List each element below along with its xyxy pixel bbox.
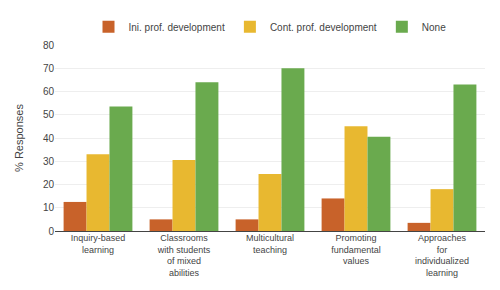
svg-text:None: None xyxy=(422,22,446,33)
svg-text:Cont. prof. development: Cont. prof. development xyxy=(270,22,377,33)
svg-text:Ini. prof. development: Ini. prof. development xyxy=(129,22,225,33)
svg-text:Multiculturalteaching: Multiculturalteaching xyxy=(246,233,294,255)
svg-text:10: 10 xyxy=(43,202,55,213)
svg-text:70: 70 xyxy=(43,63,55,74)
svg-text:% Responses: % Responses xyxy=(13,104,25,172)
svg-text:60: 60 xyxy=(43,86,55,97)
svg-text:20: 20 xyxy=(43,179,55,190)
svg-text:0: 0 xyxy=(48,226,54,237)
svg-text:Inquiry-basedlearning: Inquiry-basedlearning xyxy=(71,233,126,255)
svg-text:Classroomswith studentsof mixe: Classroomswith studentsof mixedabilities xyxy=(157,233,211,278)
svg-text:40: 40 xyxy=(43,133,55,144)
svg-text:80: 80 xyxy=(43,40,55,51)
svg-text:50: 50 xyxy=(43,109,55,120)
svg-text:Approachesforindividualizedlea: Approachesforindividualizedlearning xyxy=(415,233,469,278)
svg-text:Promotingfundamentalvalues: Promotingfundamentalvalues xyxy=(331,233,381,266)
svg-text:30: 30 xyxy=(43,156,55,167)
